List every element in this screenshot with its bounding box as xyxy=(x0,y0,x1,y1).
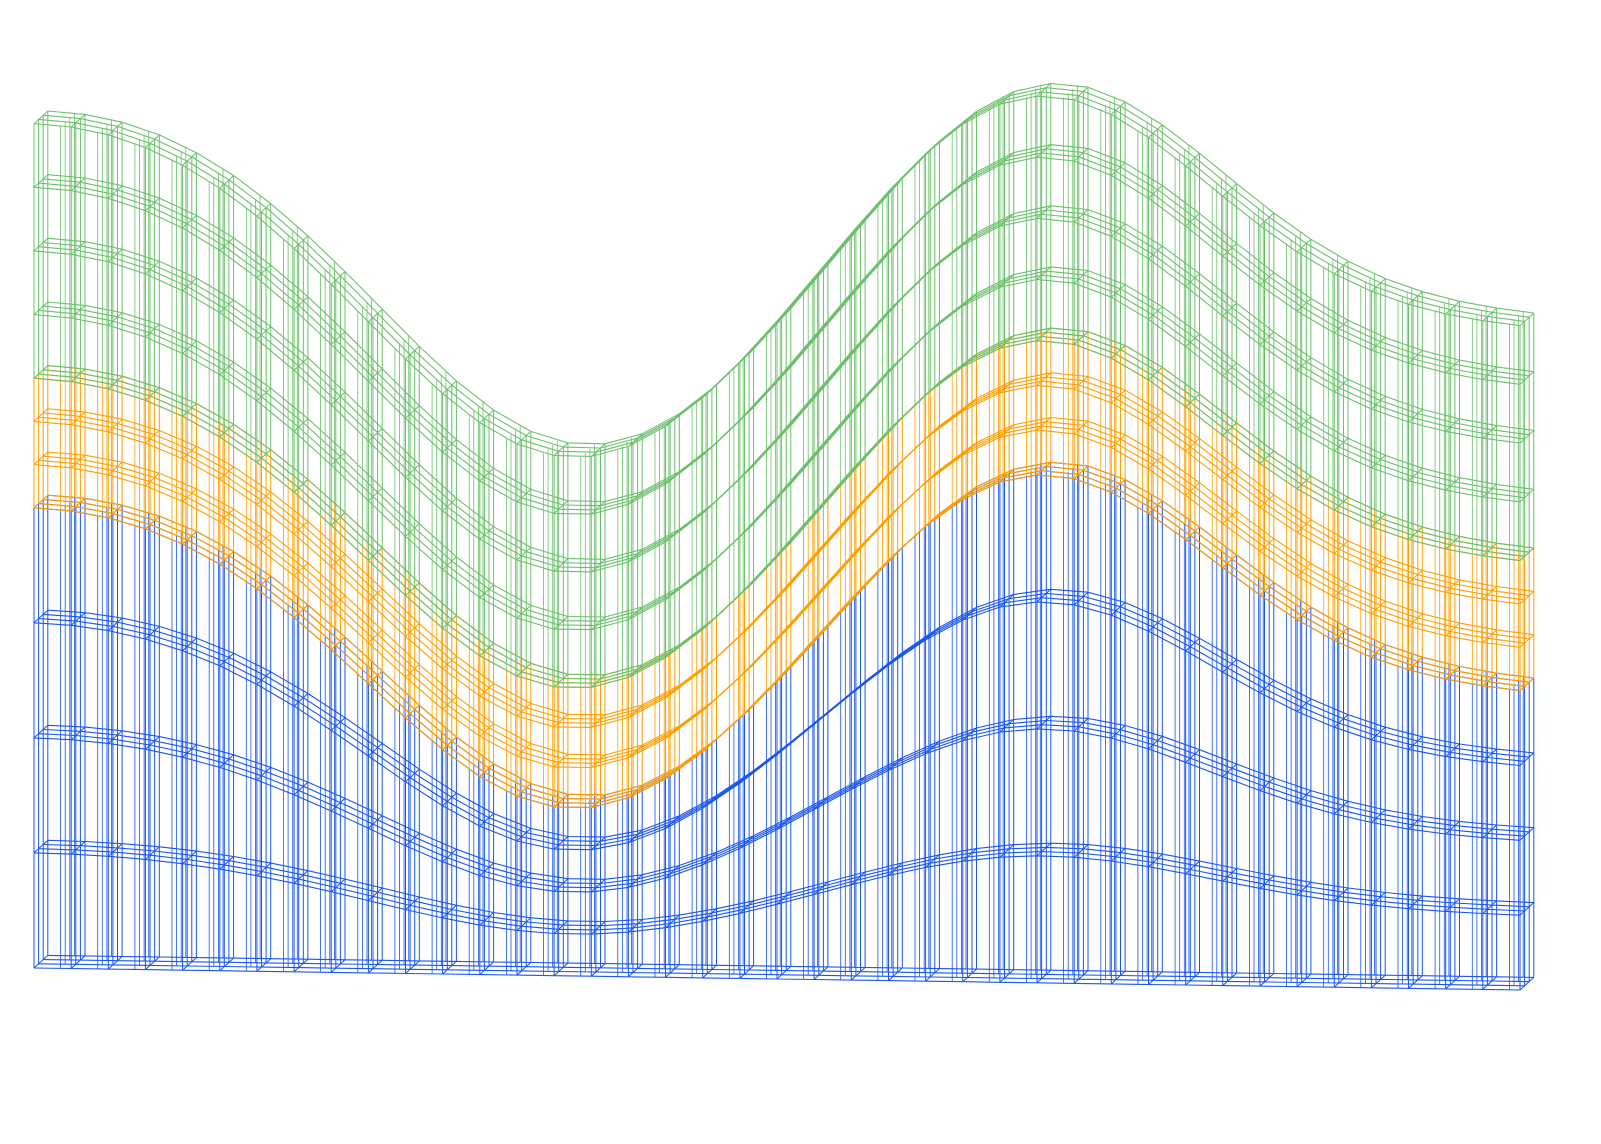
mesh-layer-middle xyxy=(34,328,1534,808)
mesh-depth-lines xyxy=(34,84,1534,688)
mesh-layer-top xyxy=(34,84,1534,689)
mesh-sub-column-lines xyxy=(61,85,1524,689)
mesh-sub-column-lines xyxy=(61,329,1524,808)
mesh-depth-lines xyxy=(34,462,1534,990)
mesh-sub-column-lines xyxy=(61,463,1524,990)
mesh-layer-bottom xyxy=(34,462,1534,990)
